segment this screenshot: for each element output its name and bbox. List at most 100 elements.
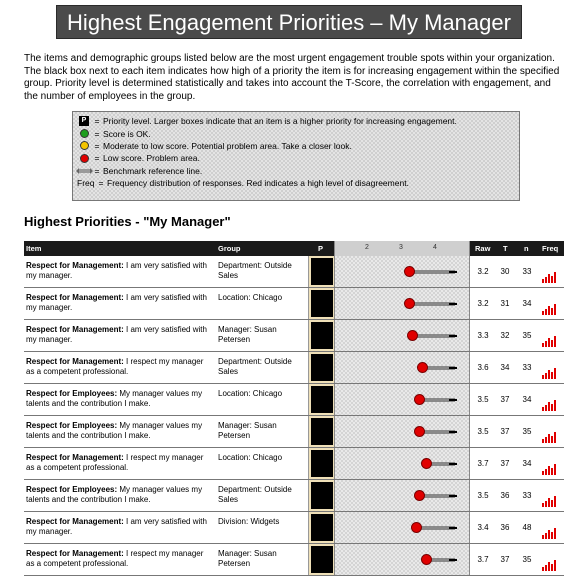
item-cell: Respect for Management: I am very satisf…	[26, 293, 214, 313]
freq-bar	[542, 439, 544, 443]
score-chart-cell	[334, 384, 470, 415]
n-count: 34	[522, 459, 532, 468]
priority-cell	[308, 320, 334, 351]
freq-histogram-icon	[540, 329, 560, 347]
n-count: 35	[522, 331, 532, 340]
group-cell: Manager: Susan Petersen	[218, 421, 277, 440]
t-score: 31	[500, 299, 510, 308]
scale-tick: 3	[399, 244, 403, 251]
priority-box-icon	[311, 450, 333, 477]
item-cell: Respect for Employees: My manager values…	[26, 421, 214, 441]
item-category: Respect for Employees:	[26, 421, 118, 430]
legend-row-ok: = Score is OK.	[77, 127, 519, 139]
freq-bar	[545, 565, 547, 571]
score-chart-cell	[334, 544, 470, 575]
t-score: 36	[500, 523, 510, 532]
score-chart-cell	[334, 320, 470, 351]
freq-bar	[545, 373, 547, 379]
priority-box-icon	[311, 386, 333, 413]
freq-histogram-icon	[540, 489, 560, 507]
intro-paragraph: The items and demographic groups listed …	[24, 53, 560, 102]
table-row: Respect for Management: I am very satisf…	[24, 256, 564, 288]
priority-cell	[308, 288, 334, 319]
legend-text: Frequency distribution of responses. Red…	[107, 178, 409, 189]
freq-histogram-icon	[540, 361, 560, 379]
n-count: 33	[522, 491, 532, 500]
red-circle-icon	[403, 266, 415, 277]
item-cell: Respect for Employees: My manager values…	[26, 389, 214, 409]
group-cell: Manager: Susan Petersen	[218, 325, 277, 344]
legend-row-benchmark: = Benchmark reference line.	[75, 165, 519, 177]
item-cell: Respect for Management: I respect my man…	[26, 357, 214, 377]
freq-bar	[551, 372, 553, 379]
header-item: Item	[26, 244, 42, 253]
item-category: Respect for Management:	[26, 549, 124, 558]
freq-bar	[554, 368, 556, 379]
item-category: Respect for Management:	[26, 357, 124, 366]
freq-bar	[545, 469, 547, 475]
red-circle-icon	[414, 394, 425, 405]
item-cell: Respect for Employees: My manager values…	[26, 485, 214, 505]
freq-bar	[545, 437, 547, 443]
item-category: Respect for Management:	[26, 517, 124, 526]
priority-box-icon	[311, 546, 333, 573]
n-count: 35	[522, 555, 532, 564]
freq-bar	[545, 309, 547, 315]
red-circle-icon	[420, 458, 432, 469]
benchmark-end-marker	[449, 527, 457, 529]
raw-score: 3.7	[477, 459, 489, 468]
priority-cell	[308, 512, 334, 543]
header-p: P	[318, 244, 324, 253]
score-chart-cell	[334, 288, 470, 319]
item-text: I am very satisfied with my manager.	[26, 517, 207, 536]
freq-bar	[548, 338, 550, 347]
freq-bar	[548, 274, 550, 283]
header-t: T	[503, 244, 508, 253]
legend-box: P = Priority level. Larger boxes indicat…	[72, 111, 520, 201]
raw-score: 3.2	[477, 267, 489, 276]
report-title-banner: Highest Engagement Priorities – My Manag…	[56, 5, 522, 39]
t-score: 32	[500, 331, 510, 340]
benchmark-end-marker	[449, 367, 457, 369]
legend-row-low: = Low score. Problem area.	[77, 152, 519, 164]
freq-histogram-icon	[540, 457, 560, 475]
table-header: Item Group P 2 3 4 Raw T n Freq	[24, 241, 564, 256]
priority-cell	[308, 544, 334, 575]
benchmark-bar	[420, 430, 455, 434]
raw-score: 3.3	[477, 331, 489, 340]
table-row: Respect for Employees: My manager values…	[24, 384, 564, 416]
freq-bar	[554, 496, 556, 507]
red-circle-icon	[420, 554, 432, 565]
priority-box-icon	[311, 354, 333, 381]
item-text: I respect my manager as a competent prof…	[26, 549, 204, 568]
item-text: My manager values my talents and the con…	[26, 485, 203, 504]
freq-bar	[554, 432, 556, 443]
freq-bar	[542, 407, 544, 411]
item-text: I respect my manager as a competent prof…	[26, 453, 204, 472]
freq-histogram-icon	[540, 265, 560, 283]
freq-bar	[554, 560, 556, 571]
n-count: 34	[522, 299, 532, 308]
freq-bar	[542, 503, 544, 507]
freq-histogram-icon	[540, 521, 560, 539]
priority-box-icon	[311, 258, 333, 285]
benchmark-bar	[423, 366, 455, 370]
priority-cell	[308, 352, 334, 383]
priority-cell	[308, 256, 334, 287]
score-chart-cell	[334, 352, 470, 383]
item-category: Respect for Employees:	[26, 389, 118, 398]
t-score: 34	[500, 363, 510, 372]
freq-bar	[548, 530, 550, 539]
item-cell: Respect for Management: I am very satisf…	[26, 517, 214, 537]
scale-header: 2 3 4	[334, 241, 470, 256]
freq-bar	[548, 402, 550, 411]
priority-box-icon	[311, 482, 333, 509]
yellow-circle-icon	[79, 141, 89, 151]
freq-bar	[545, 533, 547, 539]
item-cell: Respect for Management: I am very satisf…	[26, 325, 214, 345]
benchmark-end-marker	[449, 559, 457, 561]
table-row: Respect for Employees: My manager values…	[24, 416, 564, 448]
freq-bar	[545, 405, 547, 411]
score-chart-cell	[334, 448, 470, 479]
benchmark-end-marker	[449, 303, 457, 305]
